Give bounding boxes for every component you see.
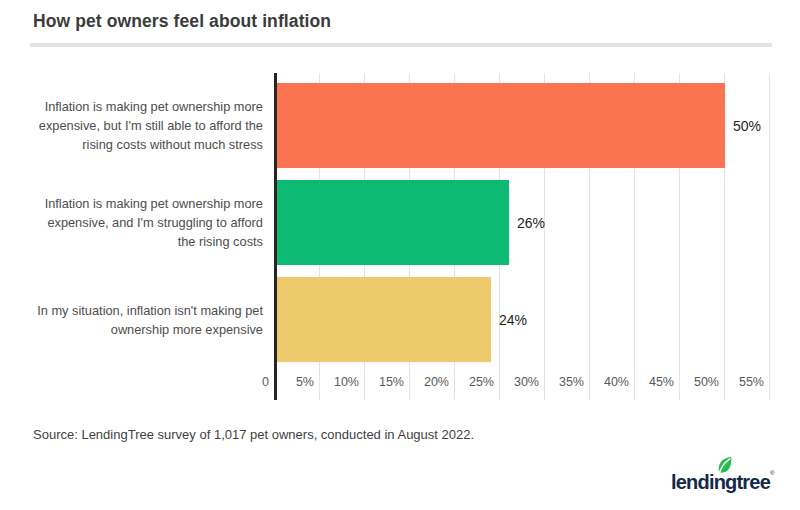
x-tick-label: 40%: [589, 375, 629, 389]
category-label: Inflation is making pet ownership more e…: [30, 180, 263, 265]
bar-value-label: 50%: [733, 83, 761, 168]
registered-mark: ®: [770, 470, 774, 476]
bar: [277, 83, 725, 168]
x-tick-label: 10%: [319, 375, 359, 389]
bar-value-label: 26%: [517, 180, 545, 265]
bar-value-label: 24%: [499, 277, 527, 362]
infographic: How pet owners feel about inflation 05%1…: [0, 0, 800, 510]
x-tick-label: 45%: [634, 375, 674, 389]
x-tick-label: 5%: [274, 375, 314, 389]
x-tick-label: 15%: [364, 375, 404, 389]
x-tick-label: 50%: [679, 375, 719, 389]
y-axis-line: [274, 73, 277, 400]
x-tick-label: 20%: [409, 375, 449, 389]
bar: [277, 180, 509, 265]
x-tick-label: 55%: [724, 375, 764, 389]
gridline: [769, 73, 770, 400]
x-tick-label: 35%: [544, 375, 584, 389]
leaf-icon: [716, 456, 733, 475]
x-tick-label: 0: [229, 375, 269, 389]
lendingtree-logo: lendingtree®: [663, 468, 783, 502]
category-label: Inflation is making pet ownership more e…: [30, 83, 263, 168]
x-tick-label: 25%: [454, 375, 494, 389]
x-tick-label: 30%: [499, 375, 539, 389]
source-note: Source: LendingTree survey of 1,017 pet …: [33, 427, 474, 442]
bar: [277, 277, 491, 362]
category-label: In my situation, inflation isn't making …: [30, 277, 263, 362]
